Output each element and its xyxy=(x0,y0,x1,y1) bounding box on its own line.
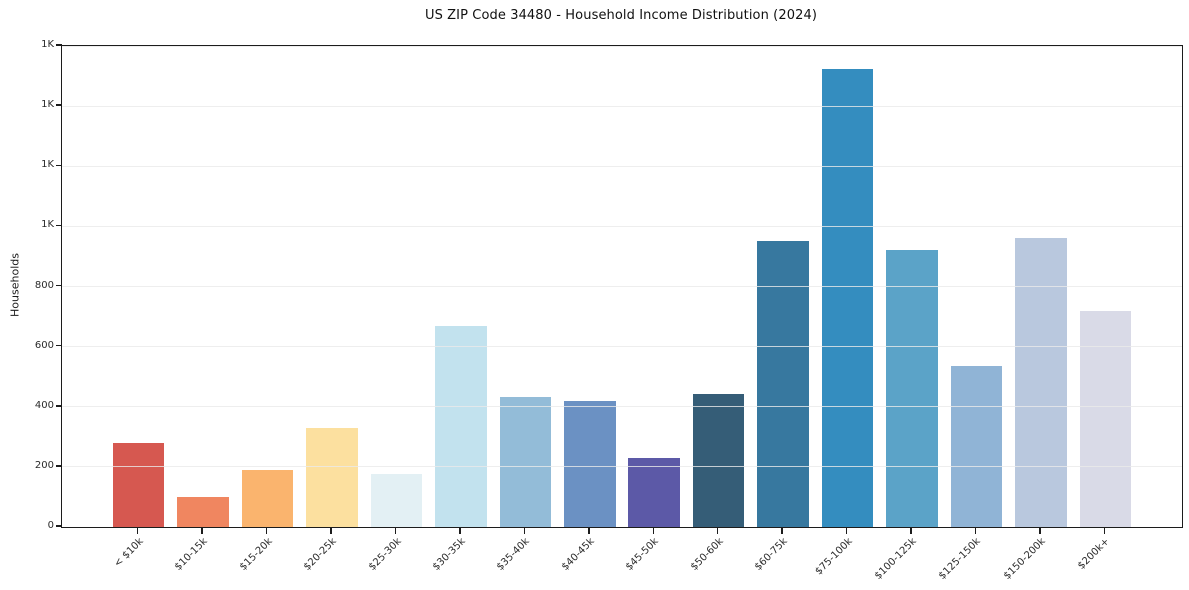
bar xyxy=(112,442,165,527)
y-tick-label: 1K xyxy=(41,99,54,111)
x-tick xyxy=(845,527,848,534)
y-tick xyxy=(56,465,62,467)
x-tick xyxy=(1103,527,1106,534)
x-tick xyxy=(1039,527,1041,534)
gridline xyxy=(62,105,1182,107)
bar xyxy=(886,250,938,527)
x-tick xyxy=(136,527,139,534)
y-tick xyxy=(56,44,62,46)
bar xyxy=(1015,238,1067,527)
x-tick-label: $200k+ xyxy=(1076,536,1113,572)
y-tick-label: 1K xyxy=(41,39,54,50)
bar xyxy=(177,496,229,527)
gridline xyxy=(62,225,1182,227)
y-tick xyxy=(56,164,62,166)
chart-title: US ZIP Code 34480 - Household Income Dis… xyxy=(424,8,818,23)
x-tick-label: $75-100k xyxy=(812,536,855,578)
x-tick xyxy=(201,527,203,534)
x-tick xyxy=(330,527,332,534)
x-tick-label: $150-200k xyxy=(1001,536,1048,582)
y-tick xyxy=(56,104,62,106)
bar xyxy=(370,473,423,527)
x-tick xyxy=(265,527,268,534)
x-tick xyxy=(588,527,590,534)
gridline xyxy=(62,286,1182,287)
y-tick-label: 200 xyxy=(34,459,54,471)
bar xyxy=(821,68,874,527)
y-tick-label: 800 xyxy=(34,279,54,291)
bar xyxy=(435,325,487,527)
gridline xyxy=(62,406,1182,408)
y-tick-label: 1K xyxy=(41,159,54,171)
x-tick xyxy=(523,527,526,534)
bar xyxy=(306,427,358,527)
x-tick xyxy=(394,527,397,534)
x-tick xyxy=(459,527,461,534)
bar xyxy=(757,241,809,527)
bar xyxy=(564,401,616,527)
y-tick-label: 400 xyxy=(34,399,54,411)
x-tick-label: $30-35k xyxy=(430,536,468,573)
y-tick xyxy=(56,405,62,407)
bar xyxy=(950,366,1003,527)
gridline xyxy=(62,466,1182,468)
bar xyxy=(1079,310,1132,527)
x-tick-label: $15-20k xyxy=(237,536,275,573)
y-tick xyxy=(56,224,62,227)
bar xyxy=(241,469,294,527)
y-tick-label: 1K xyxy=(41,219,54,231)
y-tick-label: 0 xyxy=(47,520,54,531)
x-tick-label: $10-15k xyxy=(172,536,210,573)
x-tick-label: $45-50k xyxy=(624,536,661,573)
x-tick xyxy=(781,527,783,534)
x-tick xyxy=(716,527,719,534)
y-tick xyxy=(56,284,62,287)
x-tick-label: $20-25k xyxy=(301,536,339,573)
x-tick xyxy=(910,527,912,534)
x-tick-label: < $10k xyxy=(111,536,146,570)
gridline xyxy=(62,45,1182,47)
bar xyxy=(692,394,745,527)
x-tick-label: $125-150k xyxy=(937,536,984,582)
bar xyxy=(628,457,680,527)
x-tick-label: $35-40k xyxy=(495,536,533,573)
y-tick xyxy=(56,525,62,527)
x-tick-label: $60-75k xyxy=(752,536,790,573)
x-tick xyxy=(974,527,977,534)
plot-area xyxy=(61,45,1183,528)
gridline xyxy=(62,346,1182,348)
y-tick-label: 600 xyxy=(34,339,54,351)
x-tick xyxy=(652,527,654,534)
bar xyxy=(499,397,552,527)
gridline xyxy=(62,165,1182,167)
x-tick-label: $50-60k xyxy=(688,536,726,573)
x-tick-label: $100-125k xyxy=(872,536,919,582)
x-tick-label: $40-45k xyxy=(559,536,597,573)
y-tick xyxy=(56,344,62,347)
x-tick-label: $25-30k xyxy=(366,536,404,573)
